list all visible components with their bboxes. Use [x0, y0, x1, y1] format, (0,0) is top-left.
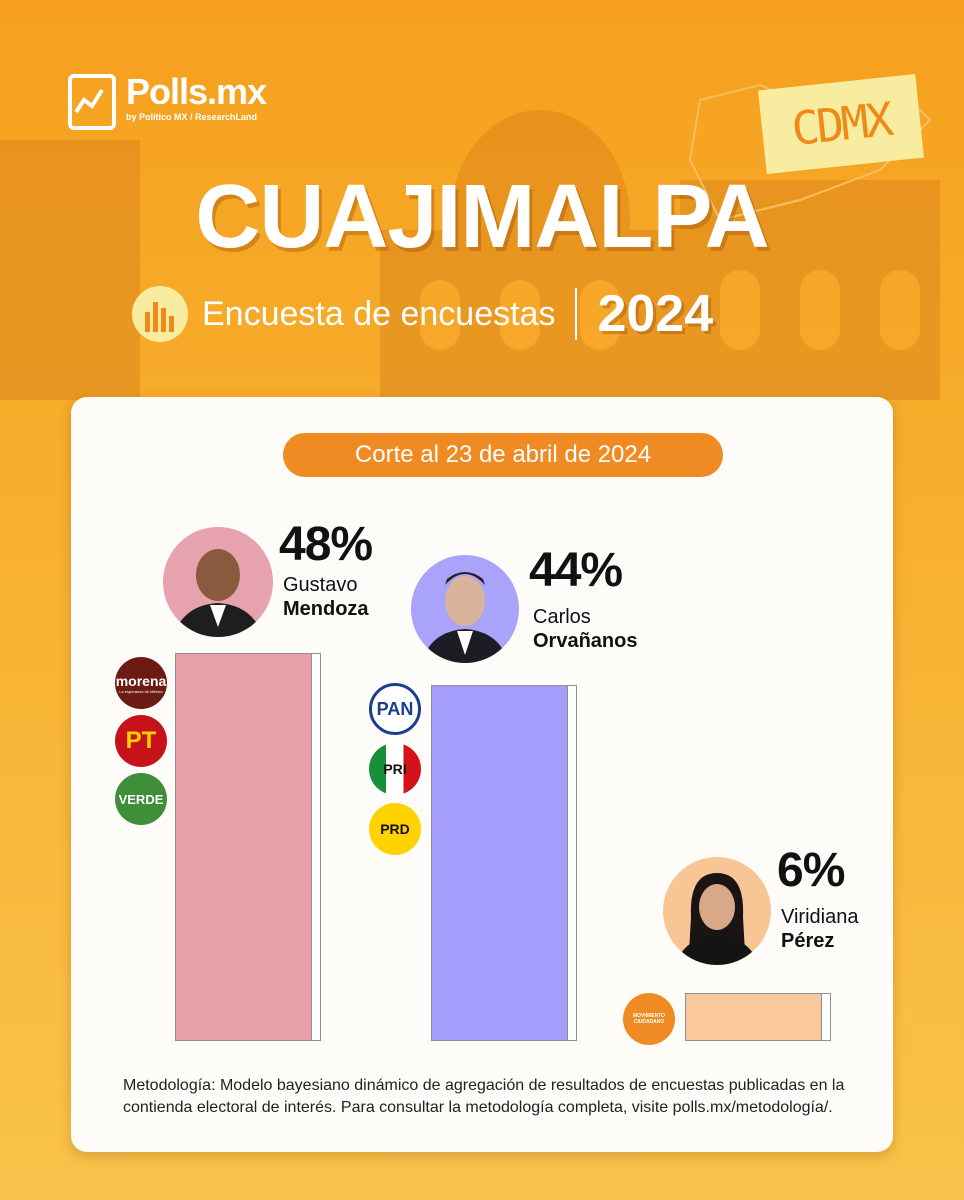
party-logo-pan: PAN [369, 683, 421, 735]
name-gustavo-mendoza: Gustavo Mendoza [283, 573, 369, 621]
first-name: Gustavo [283, 574, 358, 596]
last-name: Orvañanos [533, 630, 638, 652]
last-name: Mendoza [283, 598, 369, 620]
chart-card: Corte al 23 de abril de 2024 48% Gustavo… [71, 397, 893, 1152]
party-logo-movimiento-ciudadano: MOVIMIENTO CIUDADANO [623, 993, 675, 1045]
value-label-viridiana-perez: 6% [777, 844, 845, 897]
first-name: Viridiana [781, 906, 859, 928]
logo-subtitle: by Político MX / ResearchLand [126, 112, 258, 122]
subtitle-row: Encuesta de encuestas 2024 [132, 284, 713, 344]
last-name: Pérez [781, 930, 835, 952]
background-building-illustration [0, 83, 940, 400]
bar-viridiana-perez [685, 992, 831, 1041]
name-carlos-orvananos: Carlos Orvañanos [533, 605, 637, 653]
party-logo-morena: morena La esperanza de México [115, 657, 167, 709]
methodology-note: Metodología: Modelo bayesiano dinámico d… [123, 1077, 845, 1116]
party-logo-pri: PRI [369, 743, 421, 795]
page-title: CUAJIMALPA [195, 167, 769, 267]
first-name: Carlos [533, 606, 591, 628]
avatar-carlos-orvananos [411, 555, 519, 663]
region-badge: CDMX [758, 73, 924, 175]
value-label-carlos-orvananos: 44% [529, 544, 623, 597]
polls-mx-logo: Polls.mx by Político MX / ResearchLand [68, 71, 267, 130]
subtitle: Encuesta de encuestas [202, 294, 556, 333]
party-logo-prd: PRD [369, 803, 421, 855]
bar-carlos-orvananos [431, 685, 577, 1041]
bar-gustavo-mendoza [175, 653, 321, 1041]
chart-logo-icon [68, 74, 116, 130]
name-viridiana-perez: Viridiana Pérez [781, 905, 858, 953]
avatar-viridiana-perez [663, 857, 771, 965]
subtitle-divider [575, 288, 578, 340]
year: 2024 [597, 285, 714, 343]
party-logo-pt: PT [115, 715, 167, 767]
logo-name: Polls.mx [126, 71, 267, 112]
party-logo-verde: VERDE [115, 773, 167, 825]
avatar-gustavo-mendoza [163, 527, 273, 637]
cutoff-date-pill: Corte al 23 de abril de 2024 [283, 433, 723, 477]
value-label-gustavo-mendoza: 48% [279, 518, 373, 571]
bars-icon [132, 286, 188, 342]
